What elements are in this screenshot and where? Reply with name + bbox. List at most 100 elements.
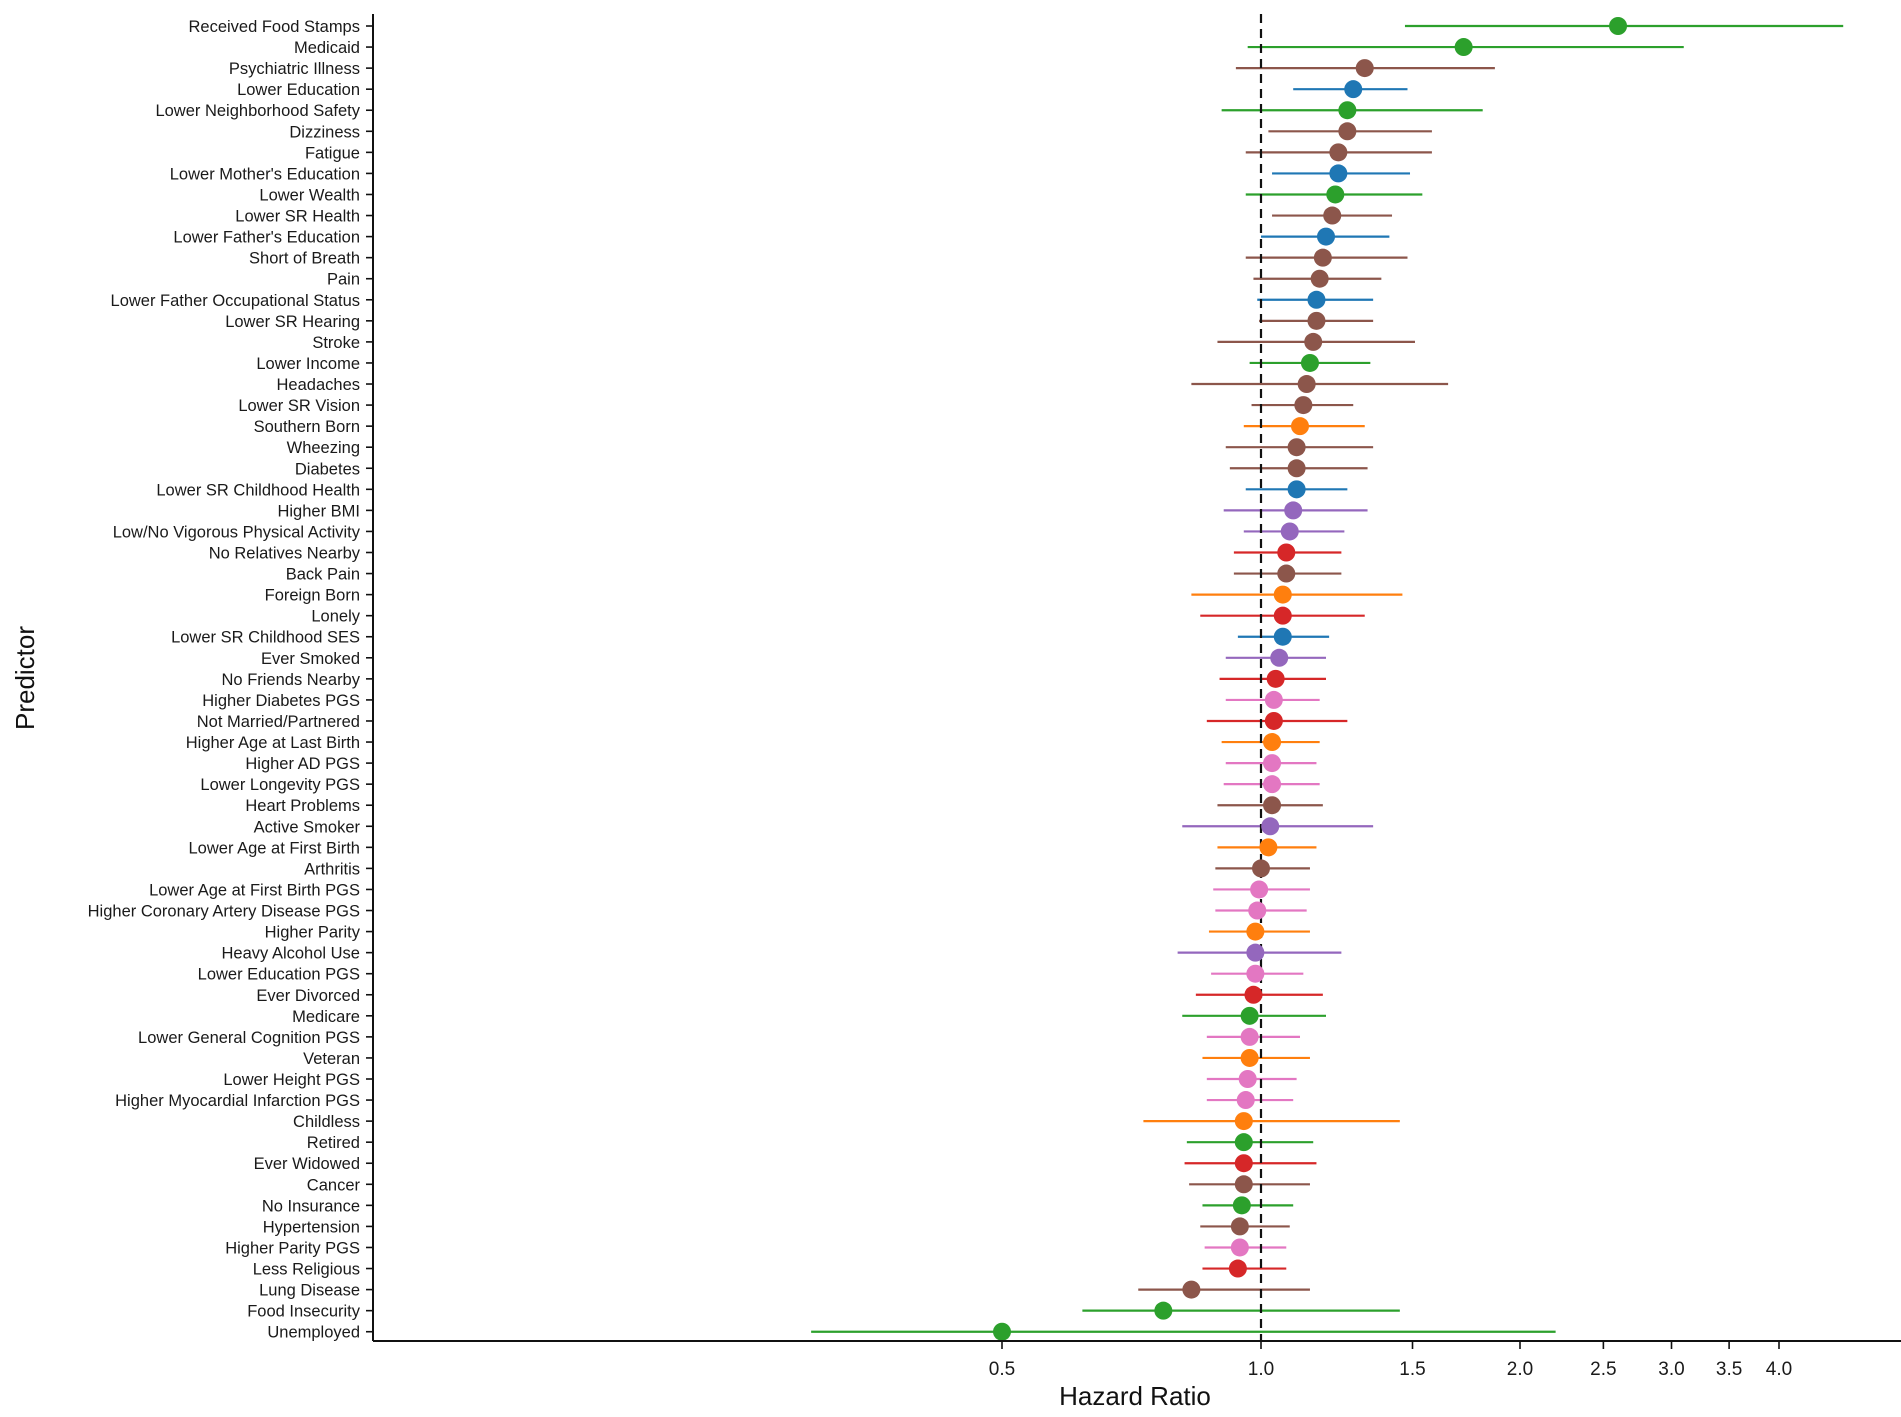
x-tick-label: 1.5: [1399, 1359, 1425, 1380]
point-estimate: [1280, 522, 1299, 541]
predictor-label: No Friends Nearby: [222, 671, 361, 689]
point-estimate: [1284, 501, 1303, 520]
point-estimate: [1264, 690, 1283, 709]
point-estimate: [1294, 396, 1313, 415]
point-estimate: [1240, 1027, 1259, 1046]
predictor-label: Southern Born: [254, 418, 360, 436]
predictor-label: Lower Age at First Birth: [189, 839, 361, 857]
predictor-label: Less Religious: [253, 1261, 360, 1279]
point-estimate: [1234, 1112, 1253, 1131]
predictor-label: Higher Diabetes PGS: [202, 692, 360, 710]
predictor-label: Unemployed: [267, 1324, 360, 1342]
predictor-label: Lower SR Childhood SES: [171, 629, 360, 647]
predictor-label: Heart Problems: [245, 797, 360, 815]
predictor-label: Pain: [327, 271, 360, 289]
predictor-label: Short of Breath: [249, 250, 360, 268]
point-estimate: [1264, 711, 1283, 730]
point-estimate: [1248, 901, 1267, 920]
point-estimate: [1240, 1048, 1259, 1067]
predictor-label: Lower Father Occupational Status: [111, 292, 360, 310]
predictor-label: Back Pain: [286, 566, 360, 584]
predictor-label: Heavy Alcohol Use: [222, 945, 361, 963]
predictor-label: Higher Age at Last Birth: [186, 734, 360, 752]
point-estimate: [1273, 627, 1292, 646]
point-estimate: [1454, 38, 1473, 57]
predictor-label: Diabetes: [295, 460, 360, 478]
predictor-label: Lower Longevity PGS: [200, 776, 360, 794]
point-estimate: [1287, 438, 1306, 457]
point-estimate: [1252, 859, 1270, 878]
point-estimate: [1230, 1217, 1249, 1236]
predictor-label: Higher Myocardial Infarction PGS: [115, 1092, 360, 1110]
x-tick-label: 0.5: [989, 1359, 1015, 1380]
point-estimate: [1329, 143, 1348, 162]
predictor-label: Hypertension: [263, 1218, 360, 1236]
point-estimate: [1338, 122, 1357, 141]
point-estimate: [1287, 480, 1306, 499]
predictor-label: Higher AD PGS: [245, 755, 360, 773]
point-estimate: [1313, 248, 1332, 267]
x-tick-label: 3.5: [1716, 1359, 1742, 1380]
predictor-label: Lower Income: [256, 355, 360, 373]
x-axis-ticks: 0.5 1.0 1.5 2.0 2.5 3.0 3.5 4.0: [989, 1341, 1792, 1380]
point-estimate: [1261, 817, 1280, 836]
point-estimate: [1273, 585, 1292, 604]
point-estimate: [1182, 1280, 1201, 1299]
point-estimate: [1234, 1133, 1253, 1152]
point-estimate: [1234, 1154, 1253, 1173]
predictor-label: Higher Coronary Artery Disease PGS: [88, 903, 360, 921]
point-estimate: [993, 1322, 1011, 1341]
predictor-label: Higher Parity: [265, 924, 361, 942]
predictor-label: Lower Father's Education: [173, 229, 360, 247]
predictor-label: Wheezing: [287, 439, 360, 457]
point-estimate: [1232, 1196, 1251, 1215]
point-estimate: [1270, 648, 1289, 667]
point-estimate: [1263, 796, 1282, 815]
predictor-label: Not Married/Partnered: [197, 713, 360, 731]
predictor-label: Lower Mother's Education: [170, 165, 360, 183]
x-tick-label: 2.0: [1507, 1359, 1533, 1380]
point-estimate: [1344, 80, 1363, 99]
point-estimate: [1230, 1238, 1249, 1257]
predictor-label: Active Smoker: [254, 818, 361, 836]
predictor-label: Lower Neighborhood Safety: [155, 102, 360, 120]
point-estimate: [1263, 775, 1282, 794]
x-tick-label: 3.0: [1658, 1359, 1684, 1380]
predictor-label: Received Food Stamps: [188, 18, 360, 36]
predictor-label: No Relatives Nearby: [209, 545, 361, 563]
predictor-label: Ever Divorced: [256, 987, 360, 1005]
point-estimate: [1250, 880, 1269, 899]
point-estimate-layer: [993, 17, 1628, 1341]
predictor-label: Dizziness: [289, 123, 360, 141]
point-estimate: [1263, 754, 1282, 773]
predictor-label: Lower Education: [237, 81, 360, 99]
point-estimate: [1316, 227, 1335, 246]
point-estimate: [1307, 311, 1326, 330]
point-estimate: [1338, 101, 1357, 120]
predictor-label: Lower SR Hearing: [225, 313, 360, 331]
predictor-label: Lower Height PGS: [223, 1071, 360, 1089]
point-estimate: [1238, 1070, 1257, 1088]
point-estimate: [1310, 269, 1329, 288]
point-estimate: [1240, 1006, 1259, 1025]
predictor-label: Veteran: [303, 1050, 360, 1068]
predictor-label: Low/No Vigorous Physical Activity: [113, 523, 361, 541]
point-estimate: [1329, 164, 1348, 183]
point-estimate: [1266, 669, 1285, 688]
point-estimate: [1355, 59, 1374, 78]
predictor-label: Lonely: [311, 608, 360, 626]
point-estimate: [1277, 543, 1296, 562]
point-estimate: [1609, 17, 1628, 35]
point-estimate: [1246, 943, 1265, 962]
predictor-label: Medicare: [292, 1008, 360, 1026]
point-estimate: [1259, 838, 1278, 857]
predictor-label: Lower General Cognition PGS: [138, 1029, 360, 1047]
point-estimate: [1228, 1259, 1247, 1278]
predictor-label: Lower SR Childhood Health: [156, 481, 360, 499]
predictor-label: Retired: [307, 1134, 360, 1152]
point-estimate: [1326, 185, 1345, 204]
point-estimate: [1246, 964, 1265, 983]
point-estimate: [1246, 922, 1265, 941]
predictor-label: Lower Wealth: [259, 186, 360, 204]
